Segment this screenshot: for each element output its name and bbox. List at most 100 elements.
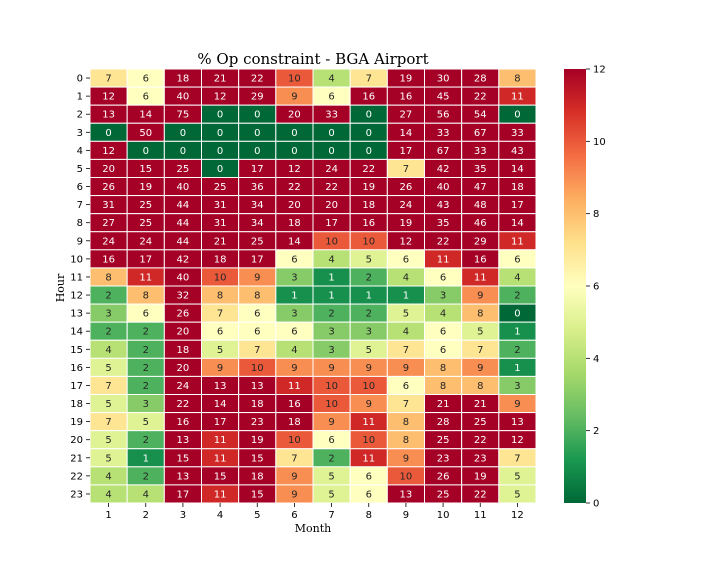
cell-value-label: 8: [254, 291, 260, 302]
cell-value-label: 56: [437, 110, 450, 121]
cell-value-label: 9: [514, 399, 520, 410]
cell-value-label: 9: [366, 363, 372, 374]
cell-value-label: 13: [177, 435, 190, 446]
x-tick-label: 1: [105, 510, 111, 521]
cell-value-label: 5: [217, 345, 223, 356]
cell-value-label: 11: [288, 381, 301, 392]
cell-value-label: 23: [251, 417, 264, 428]
cell-value-label: 5: [143, 417, 149, 428]
cell-value-label: 24: [400, 200, 413, 211]
cell-value-label: 2: [143, 345, 149, 356]
cell-value-label: 0: [366, 146, 372, 157]
cell-value-label: 23: [437, 453, 450, 464]
cell-value-label: 17: [511, 200, 524, 211]
cell-value-label: 2: [514, 291, 520, 302]
cell-value-label: 8: [143, 291, 149, 302]
cell-value-label: 6: [143, 92, 149, 103]
cell-value-label: 8: [477, 381, 483, 392]
cell-value-label: 40: [177, 92, 190, 103]
x-tick-label: 4: [217, 510, 223, 521]
y-tick-label: 9: [77, 236, 83, 247]
y-tick-label: 6: [77, 182, 83, 193]
cell-value-label: 2: [105, 327, 111, 338]
cell-value-label: 3: [291, 272, 297, 283]
cell-value-label: 6: [143, 309, 149, 320]
cell-value-label: 17: [177, 489, 190, 500]
cell-value-label: 67: [474, 128, 487, 139]
cell-value-label: 0: [291, 146, 297, 157]
cell-value-label: 5: [477, 327, 483, 338]
cell-value-label: 10: [325, 399, 338, 410]
cell-value-label: 19: [139, 182, 152, 193]
cell-value-label: 4: [105, 471, 111, 482]
cell-value-label: 6: [440, 272, 446, 283]
cell-value-label: 32: [177, 291, 190, 302]
cell-value-label: 0: [514, 309, 520, 320]
cell-value-label: 13: [102, 110, 115, 121]
cell-value-label: 67: [437, 146, 450, 157]
cell-value-label: 9: [328, 417, 334, 428]
cell-value-label: 0: [328, 128, 334, 139]
cell-value-label: 13: [177, 471, 190, 482]
cell-value-label: 8: [403, 435, 409, 446]
cell-value-label: 42: [177, 254, 190, 265]
cell-value-label: 2: [143, 435, 149, 446]
cell-value-label: 2: [514, 345, 520, 356]
cell-value-label: 7: [291, 453, 297, 464]
cell-value-label: 8: [403, 417, 409, 428]
cell-value-label: 5: [105, 363, 111, 374]
cell-value-label: 10: [400, 471, 413, 482]
cell-value-label: 2: [366, 272, 372, 283]
cell-value-label: 48: [474, 200, 487, 211]
y-tick-label: 3: [77, 128, 83, 139]
cell-value-label: 5: [328, 489, 334, 500]
cell-value-label: 26: [437, 471, 450, 482]
cell-value-label: 8: [440, 381, 446, 392]
cell-value-label: 22: [474, 489, 487, 500]
cell-value-label: 18: [362, 200, 375, 211]
cell-value-label: 7: [403, 399, 409, 410]
cell-value-label: 21: [214, 236, 227, 247]
cell-value-label: 31: [214, 200, 227, 211]
cell-value-label: 20: [325, 200, 338, 211]
y-tick-label: 21: [70, 453, 83, 464]
cell-value-label: 0: [217, 146, 223, 157]
cell-value-label: 31: [102, 200, 115, 211]
cell-value-label: 17: [251, 254, 264, 265]
cell-value-label: 14: [511, 218, 524, 229]
cell-value-label: 33: [511, 128, 524, 139]
cell-value-label: 26: [102, 182, 115, 193]
x-tick-label: 5: [254, 510, 260, 521]
cell-value-label: 20: [177, 363, 190, 374]
cell-value-label: 15: [251, 453, 264, 464]
cell-value-label: 16: [102, 254, 115, 265]
cell-value-label: 4: [105, 489, 111, 500]
y-tick-label: 15: [70, 345, 83, 356]
cell-value-label: 20: [288, 200, 301, 211]
cell-value-label: 25: [437, 489, 450, 500]
y-tick-label: 12: [70, 291, 83, 302]
cell-value-label: 9: [403, 453, 409, 464]
cell-value-label: 9: [366, 399, 372, 410]
cell-value-label: 6: [254, 309, 260, 320]
cell-value-label: 0: [217, 110, 223, 121]
cell-value-label: 25: [177, 164, 190, 175]
cell-value-label: 4: [403, 327, 409, 338]
cell-value-label: 33: [437, 128, 450, 139]
cell-value-label: 7: [403, 345, 409, 356]
cell-value-label: 22: [474, 435, 487, 446]
cell-value-label: 17: [251, 164, 264, 175]
y-tick-label: 23: [70, 489, 83, 500]
cell-value-label: 12: [288, 164, 301, 175]
cell-value-label: 20: [102, 164, 115, 175]
x-tick-label: 9: [403, 510, 409, 521]
cell-value-label: 34: [251, 200, 264, 211]
cell-value-label: 35: [474, 164, 487, 175]
cell-value-label: 10: [288, 74, 301, 85]
cell-value-label: 16: [177, 417, 190, 428]
cell-value-label: 31: [214, 218, 227, 229]
cell-value-label: 17: [214, 417, 227, 428]
cell-value-label: 24: [177, 381, 190, 392]
cell-value-label: 22: [362, 164, 375, 175]
